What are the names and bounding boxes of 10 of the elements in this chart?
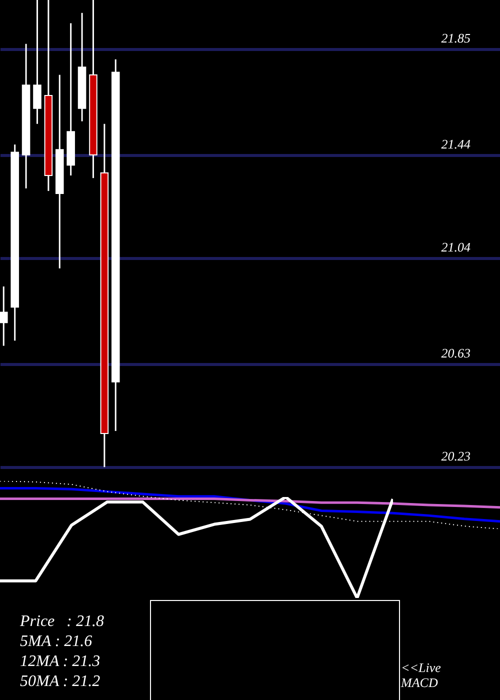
- text: 12MA : 21.3: [20, 652, 100, 672]
- text: <<Live MACD: [401, 660, 441, 690]
- text: 50MA : 21.2: [20, 672, 100, 692]
- y-tick-label: 20.23: [441, 448, 471, 464]
- y-tick-label: 21.04: [441, 240, 471, 255]
- y-tick-label: 20.63: [441, 345, 471, 360]
- y-tick-label: 21.44: [441, 136, 471, 152]
- y-tick-label: 21.85: [441, 30, 471, 46]
- text: Price : 21.8: [20, 612, 104, 632]
- text: 5MA : 21.6: [20, 632, 92, 652]
